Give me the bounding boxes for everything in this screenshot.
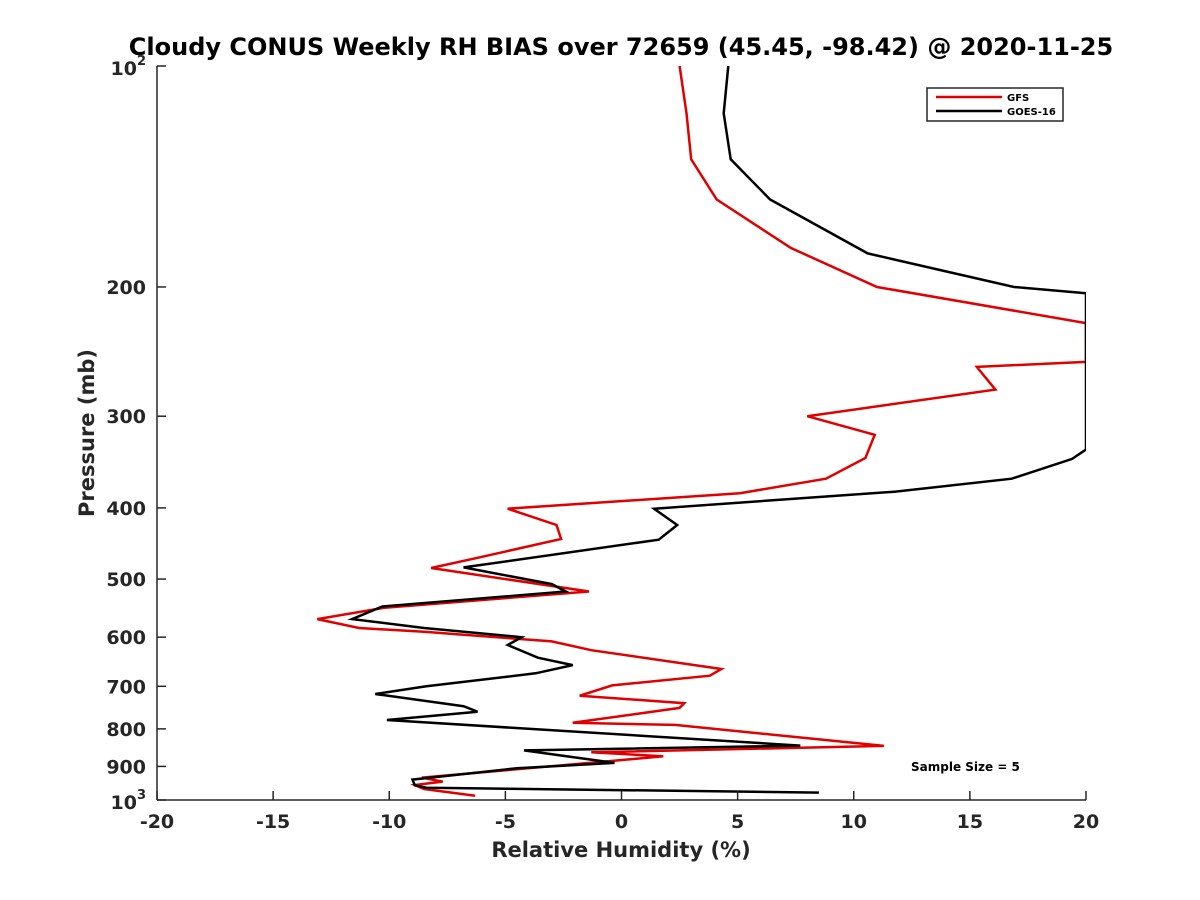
legend-label-goes-16: GOES-16 — [1007, 107, 1056, 118]
legend: GFS GOES-16 — [926, 87, 1064, 122]
y-tick-label: 800 — [106, 719, 146, 741]
x-tick-label: -10 — [372, 811, 406, 833]
y-tick-label: 700 — [106, 676, 146, 698]
series-layer — [317, 66, 1086, 798]
legend-label-gfs: GFS — [1007, 93, 1029, 104]
x-tick-label: 0 — [615, 811, 628, 833]
y-tick-label: 200 — [106, 277, 146, 299]
y-tick-label: 10 — [111, 58, 137, 80]
y-tick-label: 400 — [106, 498, 146, 520]
y-tick-exponent: 2 — [137, 54, 146, 69]
y-axis-label: Pressure (mb) — [75, 349, 99, 517]
series-line-gfs — [317, 66, 1086, 798]
x-tick-label: 20 — [1073, 811, 1099, 833]
x-tick-label: 10 — [841, 811, 867, 833]
y-tick-label: 900 — [106, 756, 146, 778]
series-line-goes-16 — [347, 66, 1086, 794]
x-tick-label: -15 — [256, 811, 290, 833]
x-tick-label: -5 — [495, 811, 516, 833]
plot-background — [157, 66, 1086, 800]
x-tick-label: 15 — [957, 811, 983, 833]
y-tick-label: 600 — [106, 627, 146, 649]
y-tick-exponent: 3 — [137, 788, 146, 803]
x-tick-label: -20 — [140, 811, 174, 833]
x-tick-label: 5 — [731, 811, 744, 833]
y-tick-label: 500 — [106, 569, 146, 591]
legend-box — [926, 87, 1064, 122]
plot-area: -20 -15 -10 -5 0 5 10 15 20 10 220030040050060070… — [106, 54, 1099, 833]
y-tick-label: 10 — [111, 792, 137, 814]
chart-title: Cloudy CONUS Weekly RH BIAS over 72659 (… — [129, 33, 1113, 61]
sample-size-annotation: Sample Size = 5 — [911, 760, 1020, 774]
x-ticks: -20 -15 -10 -5 0 5 10 15 20 — [140, 791, 1099, 833]
y-tick-label: 300 — [106, 406, 146, 428]
x-axis-label: Relative Humidity (%) — [491, 838, 750, 862]
